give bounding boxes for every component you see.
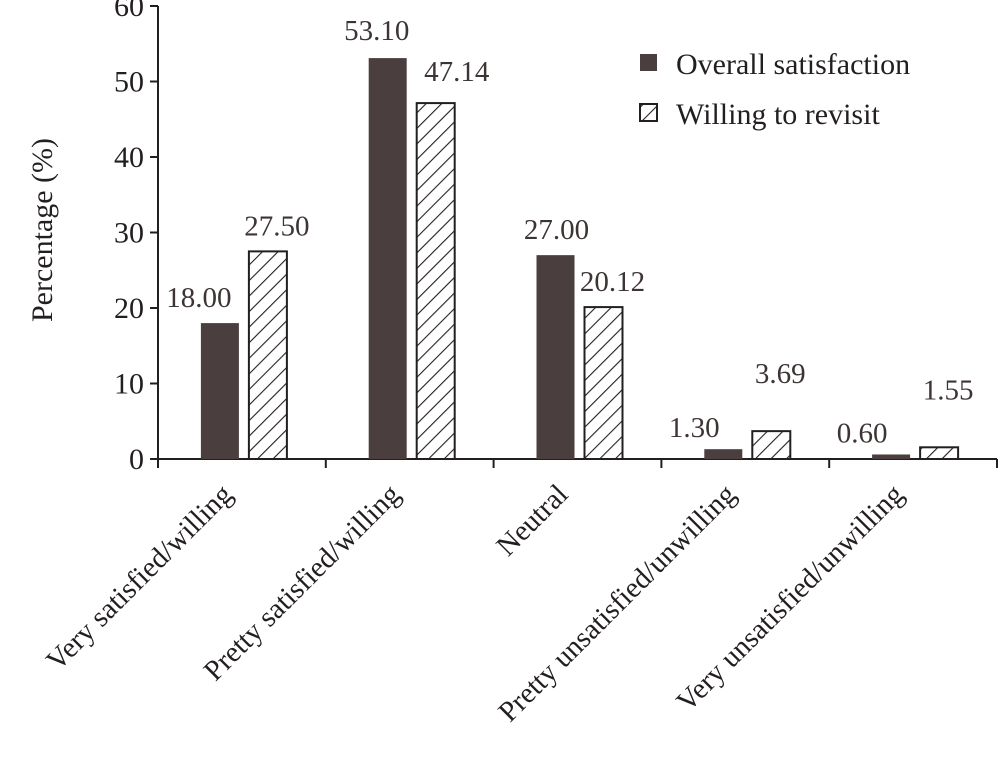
x-category-label: Very satisfied/willing	[40, 478, 239, 677]
data-label: 53.10	[344, 15, 409, 47]
bar-overall-satisfaction	[200, 323, 239, 459]
y-tick-label: 50	[114, 66, 144, 99]
legend-label: Overall satisfaction	[676, 48, 910, 81]
data-label: 0.60	[837, 417, 888, 449]
y-tick-label: 0	[129, 443, 144, 476]
bar-overall-satisfaction	[368, 58, 407, 459]
bar-overall-satisfaction	[536, 255, 575, 459]
bar-overall-satisfaction	[872, 454, 911, 459]
bar-willing-to-revisit	[415, 102, 456, 461]
x-category-label: Neutral	[490, 478, 574, 562]
bar-willing-to-revisit	[247, 250, 288, 460]
y-tick-label: 60	[114, 0, 144, 23]
data-label: 20.12	[580, 266, 645, 298]
y-tick-label: 40	[114, 141, 144, 174]
bar-willing-to-revisit	[583, 306, 624, 460]
data-label: 1.55	[923, 374, 974, 406]
bar-willing-to-revisit	[751, 430, 792, 461]
y-tick-label: 20	[114, 292, 144, 325]
legend-label: Willing to revisit	[676, 98, 880, 131]
data-label: 1.30	[669, 412, 720, 444]
y-tick-label: 10	[114, 368, 144, 401]
data-label: 27.50	[244, 210, 309, 242]
y-tick-label: 30	[114, 217, 144, 250]
y-axis-title: Percentage (%)	[26, 138, 59, 322]
bar-overall-satisfaction	[704, 449, 743, 459]
bar-willing-to-revisit	[919, 446, 960, 460]
legend-swatch-willing-to-revisit	[639, 103, 658, 122]
legend-swatch-overall-satisfaction	[640, 54, 657, 71]
data-label: 47.14	[424, 56, 490, 88]
data-label: 27.00	[524, 214, 589, 246]
data-label: 18.00	[166, 282, 231, 314]
data-label: 3.69	[755, 358, 806, 390]
